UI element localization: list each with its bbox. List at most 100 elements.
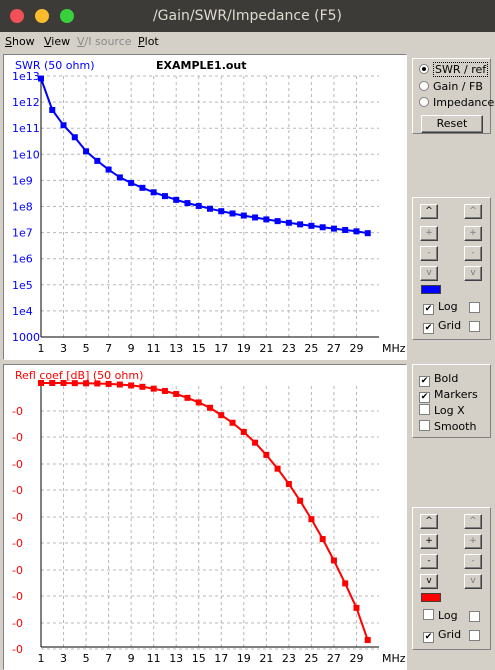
log-checkbox-top-label: Log (438, 300, 458, 313)
reflection-data-point (240, 428, 247, 435)
swr-data-point (330, 225, 337, 232)
reflection-series-line (41, 382, 369, 641)
swr-data-point (342, 226, 349, 233)
reflection-plot-panel[interactable]: 1 3 5 7 9 11 13 15 17 19 21 23 25 27 29 MHz Refl coef [d… (3, 364, 407, 670)
left-down-fast-button-bottom[interactable]: v (420, 574, 438, 589)
x-tick-label: 21 (259, 342, 273, 355)
right-up-fast-button[interactable]: ^ (464, 204, 482, 219)
radio-impedance[interactable]: Impedance (419, 96, 494, 111)
x-tick-label: 23 (282, 342, 296, 355)
log-checkbox-bottom-right[interactable] (469, 611, 480, 622)
right-up-button[interactable]: + (464, 226, 482, 241)
y-tick-label: -0 (12, 511, 23, 524)
right-down-button-bottom[interactable]: - (464, 554, 482, 569)
reflection-data-point (297, 497, 304, 504)
menu-plot[interactable]: Plot (138, 35, 159, 48)
markers-checkbox[interactable]: Markers (419, 388, 478, 403)
grid-checkbox-bottom[interactable]: Grid (423, 628, 461, 643)
right-down-fast-button-bottom[interactable]: v (464, 574, 482, 589)
left-up-button[interactable]: + (420, 226, 438, 241)
maximize-window-button[interactable] (60, 9, 74, 23)
menu-plot-accel: P (138, 35, 145, 48)
reflection-data-point (330, 557, 337, 564)
radio-swr-ref[interactable]: SWR / ref (419, 62, 489, 78)
bold-checkbox[interactable]: Bold (419, 372, 458, 387)
x-tick-label: 5 (83, 342, 90, 355)
left-down-button[interactable]: - (420, 246, 438, 261)
swr-data-point (128, 179, 135, 186)
menu-vi-source-accel: V (77, 35, 85, 48)
y-tick-label: 1e12 (12, 96, 40, 109)
y-tick-label: 1e4 (12, 305, 33, 318)
left-down-fast-button[interactable]: v (420, 266, 438, 281)
right-up-fast-button-bottom[interactable]: ^ (464, 514, 482, 529)
menu-vi-source[interactable]: V/I source (77, 35, 132, 48)
menu-view-accel: V (44, 35, 52, 48)
y-tick-label: -0 (12, 590, 23, 603)
x-tick-label: 19 (237, 342, 251, 355)
reflection-data-point (285, 480, 292, 487)
reset-button[interactable]: Reset (421, 115, 483, 133)
reflection-axis-label: Refl coef [dB] (50 ohm) (15, 369, 143, 382)
swr-data-point (308, 222, 315, 229)
swr-data-point (240, 212, 247, 219)
menu-view-label: iew (51, 35, 71, 48)
x-tick-label: 11 (147, 652, 161, 665)
reflection-color-swatch[interactable] (421, 593, 441, 602)
swr-plot-panel[interactable]: 1 3 5 7 9 11 13 15 17 19 21 23 25 27 29 MHz SWR (50 ohm)… (3, 54, 407, 360)
right-down-fast-button[interactable]: v (464, 266, 482, 281)
left-up-button-bottom[interactable]: + (420, 534, 438, 549)
x-tick-label: 27 (327, 342, 341, 355)
logx-checkbox[interactable]: Log X (419, 404, 465, 419)
smooth-checkbox-label: Smooth (434, 420, 477, 433)
swr-color-swatch[interactable] (421, 285, 441, 294)
reflection-data-point (139, 383, 146, 390)
smooth-checkbox[interactable]: Smooth (419, 420, 476, 435)
menu-view[interactable]: View (44, 35, 70, 48)
close-window-button[interactable] (10, 9, 24, 23)
left-down-button-bottom[interactable]: - (420, 554, 438, 569)
log-checkbox-bottom[interactable]: Log (423, 609, 458, 624)
log-checkbox-top-right[interactable] (469, 302, 480, 313)
grid-checkbox-bottom-right[interactable] (469, 630, 480, 641)
y-tick-label: 1e8 (12, 201, 33, 214)
y-tick-label: 1e7 (12, 227, 33, 240)
right-down-button[interactable]: - (464, 246, 482, 261)
grid-checkbox-top[interactable]: Grid (423, 319, 461, 334)
radio-swr-ref-dot (419, 64, 429, 74)
menu-show[interactable]: Show (5, 35, 35, 48)
radio-impedance-label: Impedance (433, 96, 495, 109)
radio-gain-fb-dot (419, 81, 429, 91)
x-tick-label: 3 (60, 342, 67, 355)
log-checkbox-top-box (423, 304, 434, 315)
swr-data-point (161, 193, 168, 200)
grid-checkbox-bottom-box (423, 632, 434, 643)
y-tick-label: -0 (12, 484, 23, 497)
x-tick-label: 17 (214, 652, 228, 665)
swr-data-point (263, 216, 270, 223)
grid-checkbox-top-right[interactable] (469, 321, 480, 332)
reflection-data-point (274, 465, 281, 472)
reflection-data-point (105, 380, 112, 387)
swr-data-point (207, 205, 213, 212)
reflection-data-point (207, 404, 213, 411)
radio-gain-fb[interactable]: Gain / FB (419, 80, 483, 95)
y-tick-label: -0 (12, 431, 23, 444)
reflection-data-point (161, 387, 168, 394)
right-up-button-bottom[interactable]: + (464, 534, 482, 549)
window-title: /Gain/SWR/Impedance (F5) (152, 8, 343, 24)
swr-data-point (252, 214, 259, 221)
left-up-fast-button-bottom[interactable]: ^ (420, 514, 438, 529)
log-checkbox-top[interactable]: Log (423, 300, 458, 315)
markers-checkbox-label: Markers (434, 388, 478, 401)
x-tick-label: 17 (214, 342, 228, 355)
x-tick-label: 5 (83, 652, 90, 665)
swr-data-point (364, 230, 371, 237)
reflection-scale-controls: ^ ^ + + - - v v Log Grid (412, 507, 491, 650)
reflection-data-point (184, 394, 191, 401)
x-tick-label: 27 (327, 652, 341, 665)
y-tick-label: -0 (12, 405, 23, 418)
left-up-fast-button[interactable]: ^ (420, 204, 438, 219)
minimize-window-button[interactable] (35, 9, 49, 23)
